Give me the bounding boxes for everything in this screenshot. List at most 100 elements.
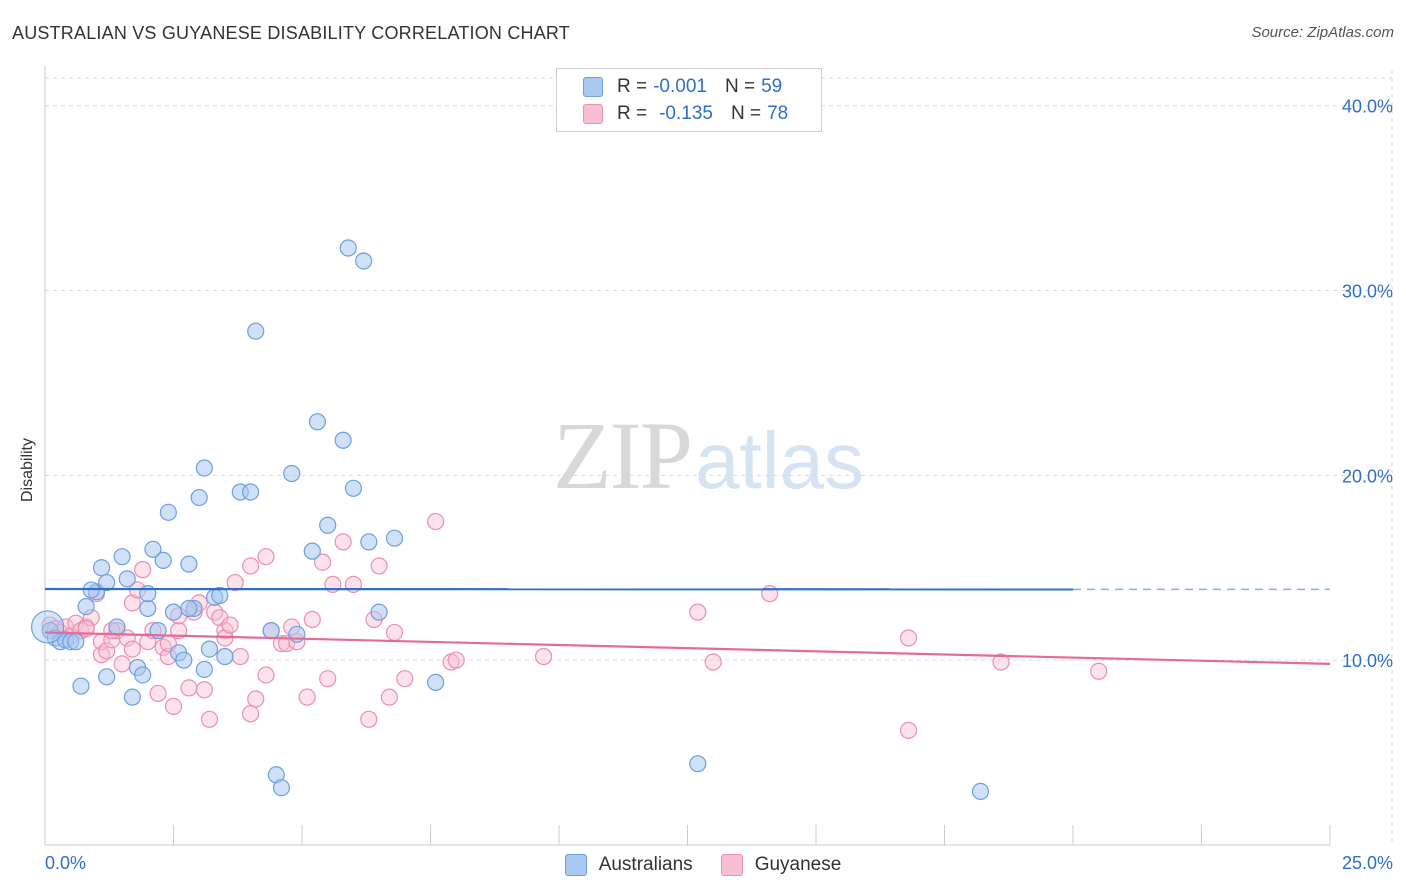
guyanese-point — [149, 684, 167, 703]
blue-swatch-icon — [583, 77, 603, 97]
legend-n-label: N = — [730, 103, 762, 124]
australians-point — [139, 599, 157, 618]
australians-point — [30, 610, 65, 644]
australians-point — [370, 603, 388, 621]
guyanese-point — [247, 690, 265, 708]
guyanese-point — [123, 640, 141, 658]
australians-point — [190, 488, 208, 507]
guyanese-point — [164, 697, 183, 715]
guyanese-point — [319, 670, 337, 688]
legend-label-guyanese: Guyanese — [754, 854, 842, 875]
guyanese-point — [370, 557, 388, 575]
australians-point — [308, 413, 327, 431]
australians-point — [180, 599, 198, 618]
y-tick-label: 10.0% — [1342, 651, 1393, 671]
legend-r-label: R = — [617, 103, 648, 124]
guyanese-point — [1090, 662, 1108, 680]
guyanese-point — [534, 647, 553, 666]
australians-point — [689, 755, 707, 773]
guyanese-point — [447, 651, 465, 669]
australians-point — [108, 618, 126, 636]
legend-r-label: R = — [617, 76, 648, 97]
legend-item-australians[interactable]: Australians — [564, 854, 693, 876]
australians-point — [113, 548, 131, 566]
guyanese-point — [242, 557, 260, 575]
guyanese-point — [221, 616, 239, 634]
australians-point — [175, 651, 193, 669]
australians-point — [134, 666, 152, 684]
guyanese-point — [113, 655, 131, 673]
y-axis-label: Disability — [19, 437, 36, 503]
australians-point — [216, 647, 234, 666]
australians-point — [262, 622, 280, 640]
guyanese-point — [380, 688, 398, 706]
guyanese-point — [385, 623, 404, 642]
australians-point — [154, 551, 172, 569]
guyanese-point — [242, 705, 260, 723]
australians-point — [164, 603, 183, 621]
chart-title: AUSTRALIAN VS GUYANESE DISABILITY CORREL… — [12, 23, 570, 43]
australians-point — [334, 431, 352, 449]
australians-point — [195, 660, 213, 679]
australians-point — [247, 322, 265, 340]
pink-swatch-icon — [583, 104, 603, 124]
guyanese-point — [334, 533, 352, 551]
legend-n-value: 59 — [761, 76, 783, 97]
source-label: Source: ZipAtlas.com — [1251, 24, 1394, 41]
legend-label-australians: Australians — [598, 854, 693, 875]
australians-point — [272, 779, 291, 797]
australians-point — [319, 516, 337, 534]
legend-r-value: -0.135 — [659, 103, 713, 124]
australians-point — [360, 533, 378, 551]
guyanese-point — [200, 710, 219, 728]
y-tick-label: 20.0% — [1342, 466, 1393, 486]
stats-legend: R = -0.001 N = 59 R = -0.135 N = 78 — [556, 68, 822, 132]
guyanese-point — [899, 721, 918, 740]
guyanese-point — [257, 666, 275, 684]
guyanese-point — [257, 548, 275, 566]
guyanese-point — [992, 653, 1010, 671]
australians-point — [355, 252, 373, 270]
australians-point — [77, 597, 95, 616]
guyanese-point — [231, 647, 249, 666]
guyanese-point — [139, 633, 157, 651]
australians-point — [98, 668, 116, 686]
australians-point — [92, 559, 111, 577]
australians-point — [288, 625, 306, 643]
australians-point — [159, 503, 177, 521]
legend-n-label: N = — [724, 76, 756, 97]
australians-point — [427, 673, 445, 691]
guyanese-point — [298, 688, 316, 706]
pink-swatch-icon — [720, 854, 743, 876]
series-legend: Australians Guyanese — [0, 852, 1406, 878]
australians-point — [98, 573, 116, 592]
australians-point — [303, 542, 321, 560]
guyanese-point — [195, 681, 213, 699]
australians-point — [144, 540, 162, 558]
y-tick-label: 40.0% — [1342, 97, 1393, 117]
australians-point — [211, 586, 229, 605]
guyanese-point — [313, 553, 332, 571]
australians-point — [118, 570, 136, 588]
legend-r-value: -0.001 — [653, 76, 707, 97]
australians-point — [971, 782, 990, 801]
australians-point — [344, 479, 362, 497]
guyanese-point — [761, 585, 779, 603]
australians-point — [339, 239, 357, 257]
legend-item-guyanese[interactable]: Guyanese — [720, 854, 842, 876]
australians-point — [67, 633, 85, 651]
guyanese-point — [180, 679, 198, 697]
guyanese-point — [303, 610, 321, 629]
x-tick-label: 0.0% — [45, 853, 86, 873]
guyanese-point — [134, 561, 152, 579]
guyanese-point — [396, 670, 414, 688]
blue-swatch-icon — [564, 854, 587, 876]
guyanese-point — [689, 603, 707, 621]
guyanese-point — [899, 629, 918, 647]
guyanese-point — [123, 594, 141, 612]
australians-point — [283, 464, 301, 483]
y-tick-label: 30.0% — [1342, 282, 1393, 302]
legend-row-australians: R = -0.001 N = 59 — [583, 74, 782, 100]
australians-point — [180, 555, 198, 573]
